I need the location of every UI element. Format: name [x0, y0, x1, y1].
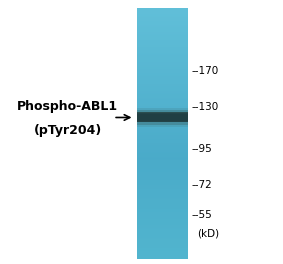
Bar: [137, 122, 188, 125]
Text: --130: --130: [191, 102, 218, 112]
Bar: [137, 108, 188, 114]
Text: --72: --72: [191, 180, 212, 190]
Text: --55: --55: [191, 210, 212, 220]
Text: (kD): (kD): [197, 229, 219, 239]
Bar: [137, 112, 188, 122]
Bar: [137, 121, 188, 127]
Text: Phospho-ABL1: Phospho-ABL1: [17, 100, 119, 114]
Text: (pTyr204): (pTyr204): [34, 124, 102, 137]
Text: --95: --95: [191, 144, 212, 154]
Text: --170: --170: [191, 66, 218, 76]
Bar: [137, 110, 188, 113]
